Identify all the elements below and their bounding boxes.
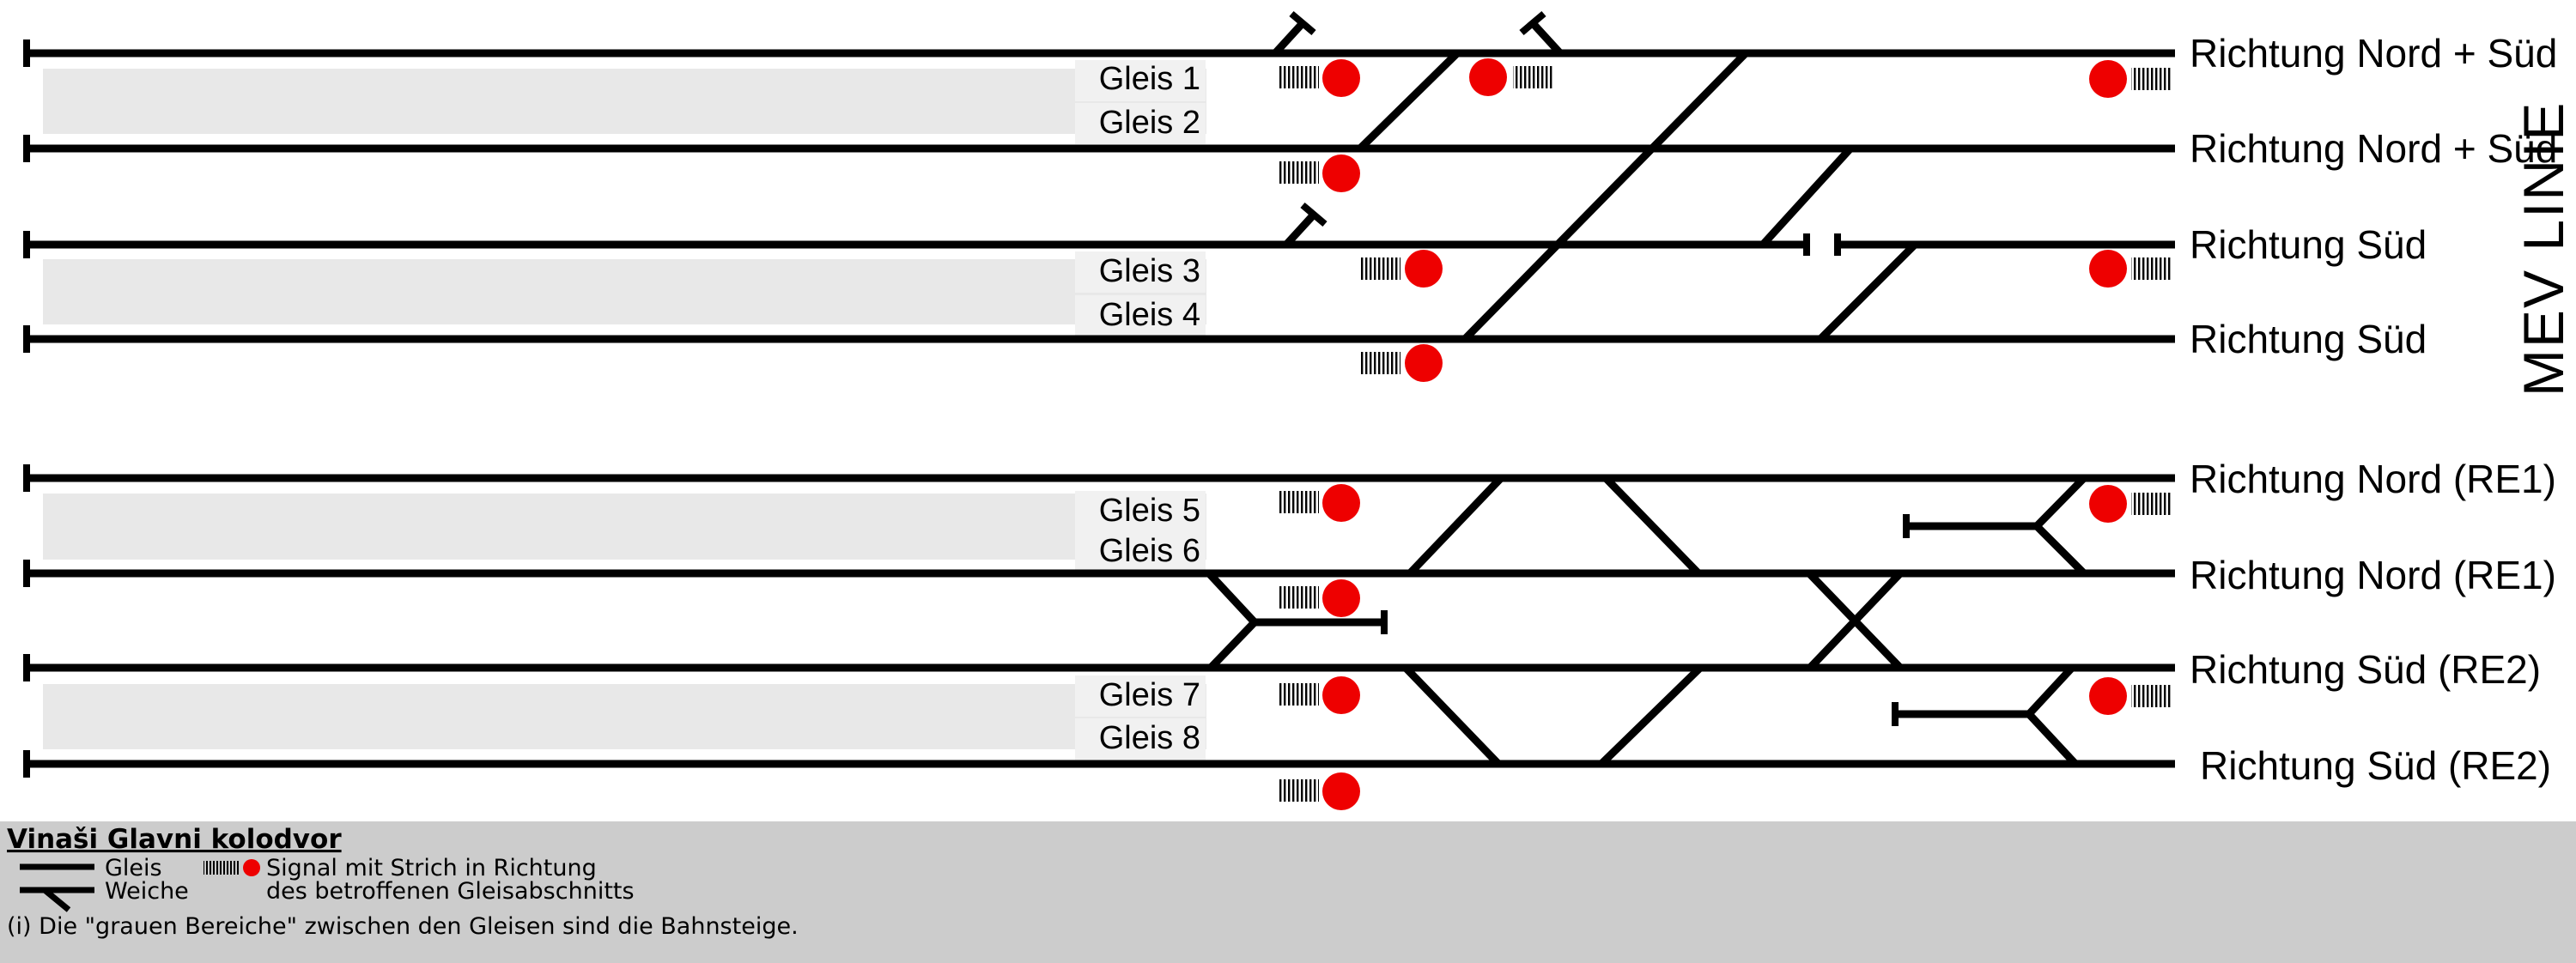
direction-label-gleis-1: Richtung Nord + Süd	[2190, 31, 2557, 76]
direction-label-gleis-8: Richtung Süd (RE2)	[2200, 743, 2551, 788]
signal-icon	[1359, 344, 1443, 382]
gleis-2-label: Gleis 2	[1099, 105, 1200, 141]
stub-branch-gleis6-right	[2033, 523, 2087, 577]
platform-gleis-3-4	[43, 259, 1206, 324]
direction-label-gleis-2: Richtung Nord + Süd	[2190, 126, 2557, 171]
gleis-5-label: Gleis 5	[1099, 493, 1200, 529]
signal-icon	[2089, 250, 2172, 288]
switch-gleis6-gleis5	[1406, 475, 1504, 577]
gleis-6-label: Gleis 6	[1099, 533, 1200, 569]
switch-gleis2-gleis1	[1357, 50, 1461, 152]
track-end-markers	[23, 10, 1910, 778]
gleis-4-label: Gleis 4	[1099, 297, 1200, 333]
crossing-gleis7-gleis6-b	[1807, 570, 1904, 671]
stub-branch-gleis7-right	[2026, 664, 2075, 718]
switch-gleis8-gleis7	[1598, 664, 1704, 767]
signal-icon	[1469, 58, 1554, 96]
signal-icon	[1278, 59, 1360, 97]
signals	[1278, 58, 2172, 810]
platform-gleis-1-2	[43, 69, 1206, 134]
legend-track-label: Gleis	[105, 855, 162, 881]
signal-icon	[1278, 676, 1360, 714]
legend-switch-label: Weiche	[105, 878, 189, 905]
switch-gleis5-gleis6	[1602, 475, 1702, 577]
direction-label-gleis-4: Richtung Süd	[2190, 317, 2427, 361]
line-name-label: MEV LINIE	[2512, 101, 2575, 397]
legend-note: (i) Die "grauen Bereiche" zwischen den G…	[7, 913, 799, 940]
stub-track-gleis1-left	[1272, 20, 1306, 57]
switch-long-gleis1-gleis4	[1461, 50, 1749, 342]
legend: Vinaši Glavni kolodvor Gleis Weiche Sign…	[7, 824, 799, 940]
gleis-label-patches	[1075, 60, 1206, 760]
signal-icon	[1278, 772, 1360, 810]
signal-sample-dot-icon	[243, 859, 260, 876]
switch-gleis2-gleis3	[1759, 145, 1854, 248]
direction-labels: Richtung Nord + Süd Richtung Nord + Süd …	[2190, 31, 2557, 788]
stub-branch-gleis8-right	[2026, 711, 2079, 767]
signal-icon	[2089, 485, 2172, 523]
buffer-icon	[1300, 202, 1327, 227]
signal-icon	[1278, 579, 1360, 617]
platforms	[43, 69, 1206, 749]
tracks	[27, 20, 2175, 768]
stub-track-gleis1-right	[1529, 20, 1564, 57]
switch-gleis4-gleis3	[1817, 241, 1918, 342]
gleis-8-label: Gleis 8	[1099, 720, 1200, 756]
signal-icon	[2089, 677, 2172, 715]
gleis-7-label: Gleis 7	[1099, 677, 1200, 713]
direction-label-gleis-7: Richtung Süd (RE2)	[2190, 647, 2541, 692]
direction-label-gleis-3: Richtung Süd	[2190, 222, 2427, 267]
legend-title: Vinaši Glavni kolodvor	[7, 824, 342, 855]
legend-signal-label-line1: Signal mit Strich in Richtung	[266, 855, 597, 881]
stub-branch-gleis5-right	[2033, 475, 2087, 530]
signal-icon	[1278, 154, 1360, 192]
direction-label-gleis-5: Richtung Nord (RE1)	[2190, 457, 2556, 501]
stub-branch-gleis7	[1207, 619, 1258, 671]
legend-band	[0, 821, 2576, 963]
signal-icon	[1278, 484, 1360, 522]
stub-track-gleis3	[1283, 211, 1317, 248]
signal-sample-hatch-icon	[204, 861, 240, 875]
switch-sample-blade-icon	[42, 887, 71, 912]
gleis-1-label: Gleis 1	[1099, 61, 1200, 97]
platform-gleis-5-6	[43, 494, 1206, 560]
gleis-labels: Gleis 1 Gleis 2 Gleis 3 Gleis 4 Gleis 5 …	[1099, 61, 1200, 756]
gleis-3-label: Gleis 3	[1099, 253, 1200, 289]
buffer-icon	[1289, 10, 1316, 36]
platform-gleis-7-8	[43, 684, 1206, 749]
signal-icon	[2089, 60, 2172, 98]
stub-branch-gleis6	[1206, 570, 1258, 626]
switch-gleis7-gleis8	[1402, 664, 1502, 767]
direction-label-gleis-6: Richtung Nord (RE1)	[2190, 553, 2556, 597]
legend-signal-label-line2: des betroffenen Gleisabschnitts	[266, 878, 635, 905]
signal-icon	[1359, 250, 1443, 288]
buffer-icon	[1519, 10, 1546, 36]
